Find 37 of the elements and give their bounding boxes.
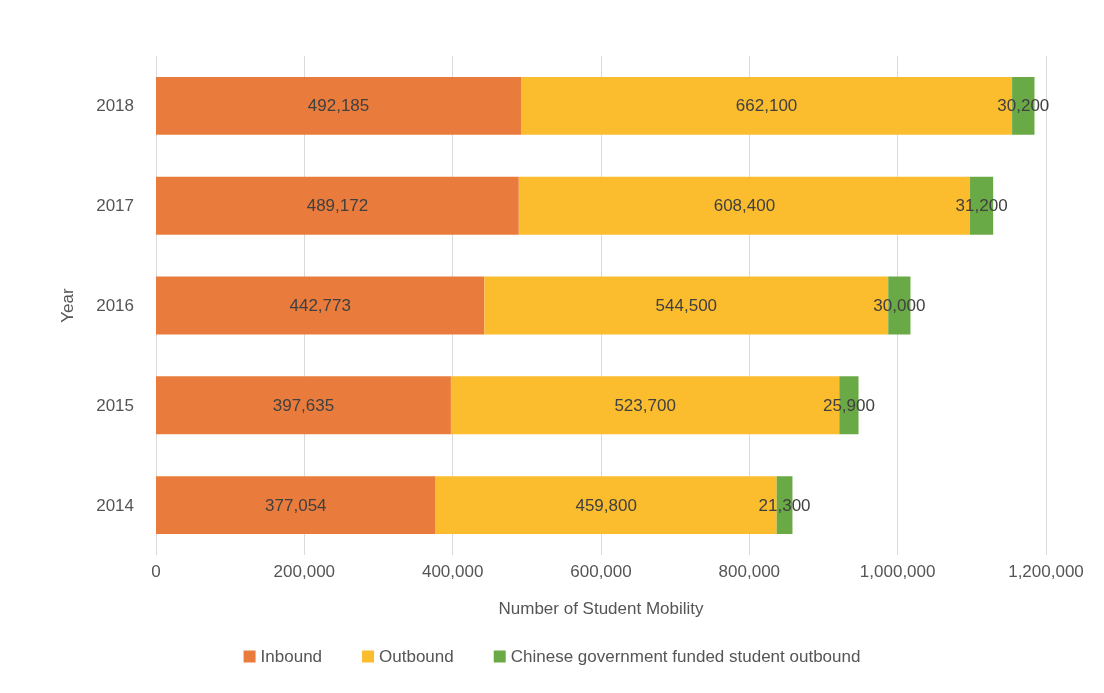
x-tick-label: 600,000 — [570, 562, 632, 581]
data-label: 25,900 — [822, 395, 875, 415]
data-label: 31,200 — [955, 196, 1008, 216]
data-label: 21,300 — [758, 495, 811, 515]
bar — [156, 476, 436, 535]
legend-label: Inbound — [260, 647, 323, 666]
x-tick-label: 400,000 — [421, 562, 484, 581]
data-label: 544,500 — [655, 296, 718, 315]
data-label: 30,200 — [997, 96, 1050, 116]
y-tick-label: 2016 — [96, 296, 134, 315]
y-tick-label: 2015 — [96, 395, 134, 415]
x-tick-label: 1,200,000 — [1008, 562, 1084, 581]
data-label: 30,000 — [873, 296, 926, 315]
y-tick-label: 2018 — [96, 96, 134, 116]
x-tick-label: 800,000 — [718, 562, 781, 581]
y-tick-label: 2017 — [96, 196, 134, 216]
y-axis-title: Year — [58, 287, 77, 323]
legend-label: Outbound — [379, 647, 454, 666]
data-label: 442,773 — [289, 296, 351, 315]
data-label: 489,172 — [306, 196, 369, 216]
bar — [156, 276, 485, 335]
bar — [156, 376, 451, 435]
y-tick-label: 2014 — [96, 495, 134, 515]
data-label: 397,635 — [272, 395, 335, 415]
bar — [156, 176, 519, 235]
data-label: 608,400 — [713, 196, 776, 216]
x-tick-label: 0 — [151, 562, 161, 581]
data-label: 459,800 — [575, 495, 637, 515]
x-tick-label: 200,000 — [273, 562, 336, 581]
data-label: 523,700 — [614, 395, 676, 415]
data-label: 492,185 — [307, 96, 370, 116]
data-label: 377,054 — [265, 495, 327, 515]
data-label: 662,100 — [735, 96, 798, 116]
x-tick-label: 1,000,000 — [859, 562, 936, 581]
legend-label: Chinese government funded student outbound — [510, 647, 861, 666]
x-axis-title: Number of Student Mobility — [498, 599, 705, 618]
bar — [156, 76, 522, 135]
